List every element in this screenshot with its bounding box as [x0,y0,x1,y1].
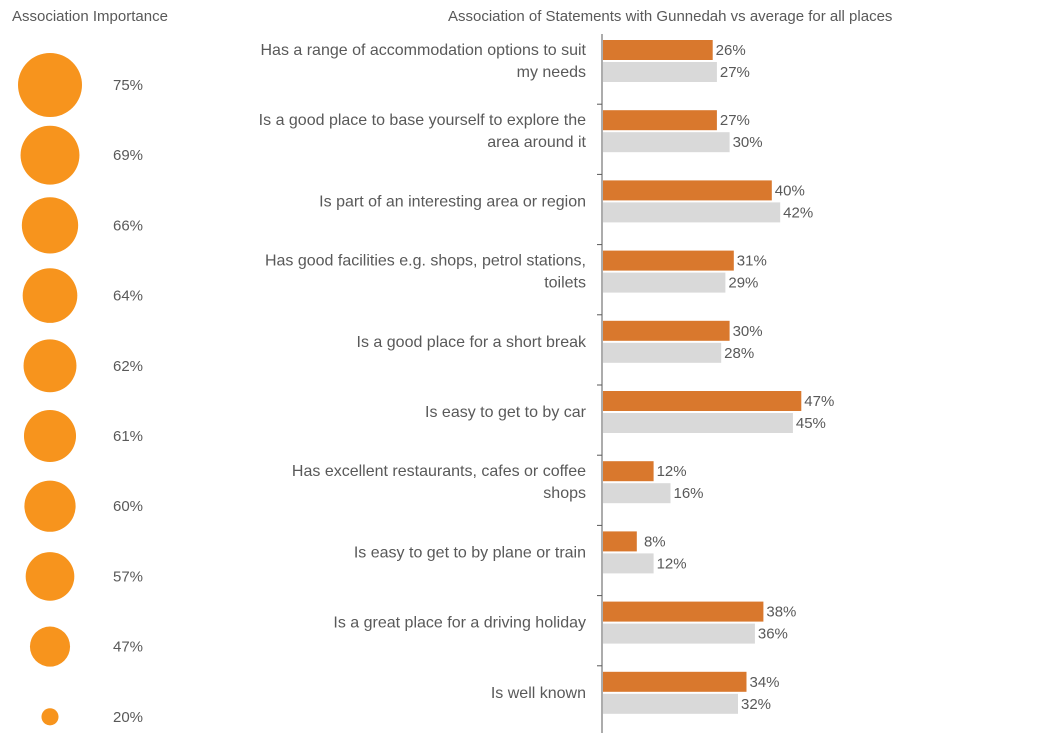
average-value-label: 32% [741,696,771,713]
gunnedah-bar [603,601,764,622]
category-label: Is part of an interesting area or region [319,193,586,210]
gunnedah-bar [603,110,717,131]
gunnedah-bar [603,391,802,411]
importance-label: 61% [113,428,143,445]
category-label: Has a range of accommodation options to … [260,42,586,59]
category-label: Is easy to get to by plane or train [354,544,586,561]
category-label: Is a good place for a short break [357,334,587,351]
gunnedah-bar [603,671,747,692]
importance-bubble [24,480,76,532]
category-label: toilets [544,275,586,292]
gunnedah-value-label: 12% [657,463,687,480]
average-bar [603,62,717,82]
gunnedah-bar [603,40,713,60]
average-bar [603,272,726,293]
importance-bubble [18,53,82,117]
average-bar [603,553,654,574]
gunnedah-value-label: 31% [737,253,767,270]
importance-bubble [23,409,77,463]
average-value-label: 28% [724,345,754,362]
average-bar [603,623,755,644]
category-label: Is well known [491,685,586,702]
category-label: Is easy to get to by car [425,404,587,421]
gunnedah-value-label: 34% [749,674,779,691]
average-value-label: 12% [657,555,687,572]
importance-bubble [22,268,78,323]
importance-chart-title: Association Importance [12,8,168,25]
gunnedah-value-label: 26% [716,42,746,59]
category-label: my needs [517,64,586,81]
average-bar [603,132,730,153]
gunnedah-value-label: 27% [720,112,750,129]
importance-label: 64% [113,288,143,305]
average-value-label: 16% [673,485,703,502]
average-value-label: 30% [733,134,763,151]
importance-bubble [21,197,79,254]
gunnedah-bar [603,461,654,482]
gunnedah-value-label: 38% [766,604,796,621]
category-label: Has excellent restaurants, cafes or coff… [292,463,586,480]
importance-label: 69% [113,147,143,164]
gunnedah-value-label: 8% [644,533,666,550]
importance-label: 75% [113,77,143,94]
average-value-label: 29% [728,275,758,292]
average-value-label: 27% [720,64,750,81]
average-value-label: 45% [796,415,826,432]
gunnedah-value-label: 47% [804,393,834,410]
importance-bubble [41,708,59,726]
importance-bubble [20,125,80,185]
importance-label: 57% [113,568,143,585]
importance-bubble [23,339,77,393]
gunnedah-bar [603,320,730,341]
importance-label: 47% [113,639,143,656]
importance-bubble [29,626,71,667]
category-label: Has good facilities e.g. shops, petrol s… [265,253,586,270]
average-bar [603,693,738,714]
gunnedah-bar [603,250,734,271]
average-value-label: 36% [758,626,788,643]
gunnedah-bar [603,531,637,552]
category-label: Is a great place for a driving holiday [333,615,586,632]
category-label: area around it [487,134,586,151]
average-bar [603,202,781,223]
importance-label: 60% [113,498,143,515]
average-value-label: 42% [783,204,813,221]
gunnedah-value-label: 30% [733,323,763,340]
category-label: Is a good place to base yourself to expl… [259,112,586,129]
importance-label: 20% [113,709,143,726]
average-bar [603,413,793,433]
association-chart-title: Association of Statements with Gunnedah … [448,8,893,25]
gunnedah-bar [603,180,772,201]
importance-bubble [25,552,75,601]
average-bar [603,342,722,363]
importance-label: 62% [113,358,143,375]
average-bar [603,483,671,504]
gunnedah-value-label: 40% [775,182,805,199]
category-label: shops [543,485,586,502]
importance-label: 66% [113,217,143,234]
